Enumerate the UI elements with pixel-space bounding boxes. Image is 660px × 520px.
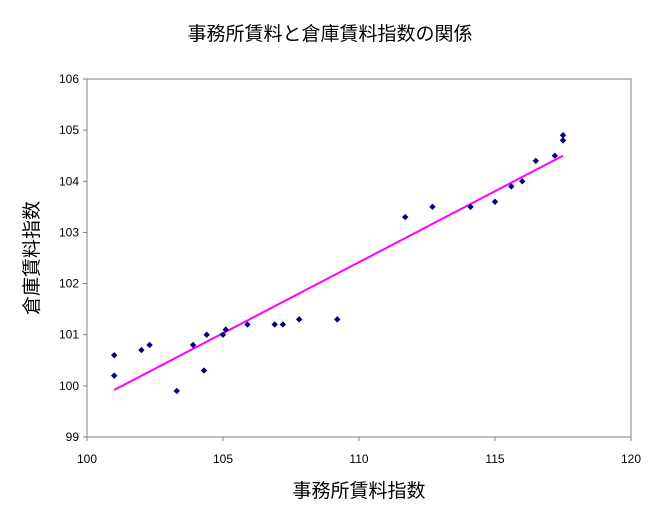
data-point [219, 331, 227, 338]
data-point [551, 152, 559, 159]
data-point [334, 316, 341, 323]
data-point [467, 203, 474, 211]
data-point [271, 321, 278, 328]
y-tick-label: 100 [59, 379, 79, 393]
x-tick-label: 120 [621, 452, 641, 466]
y-tick-label: 102 [59, 277, 79, 291]
data-point [173, 387, 180, 395]
trendline [113, 154, 564, 391]
data-point [244, 321, 251, 328]
y-axis-label: 倉庫賃料指数 [21, 201, 43, 315]
data-point [189, 341, 197, 349]
data-point [279, 321, 287, 328]
y-tick-label: 103 [59, 225, 79, 239]
x-axis-label: 事務所賃料指数 [292, 480, 425, 502]
plot-area [86, 78, 632, 438]
data-point [429, 203, 436, 211]
data-point [295, 316, 303, 323]
data-point [138, 346, 145, 354]
data-point [146, 341, 153, 349]
x-tick-label: 115 [485, 452, 504, 466]
data-point [559, 132, 567, 139]
y-tick-label: 104 [59, 174, 79, 188]
data-points [111, 132, 567, 395]
data-point [519, 178, 526, 185]
data-point [222, 326, 229, 333]
data-point [111, 372, 118, 379]
y-tick-label: 101 [59, 328, 79, 342]
data-point [200, 367, 208, 374]
data-point [508, 183, 515, 190]
data-point [532, 157, 539, 165]
data-point [402, 213, 409, 221]
y-axis: 99 100 101 102 103 104 105 106 [59, 72, 87, 444]
data-point [203, 331, 210, 338]
x-tick-label: 105 [213, 452, 233, 466]
y-tick-label: 105 [59, 123, 79, 137]
x-tick-label: 100 [77, 452, 97, 466]
y-tick-label: 99 [66, 430, 80, 444]
x-axis: 100 105 110 115 120 [77, 437, 641, 466]
y-tick-label: 106 [59, 72, 79, 86]
chart-title: 事務所賃料と倉庫賃料指数の関係 [187, 23, 472, 45]
data-point [491, 198, 499, 205]
data-point [111, 351, 118, 359]
x-tick-label: 110 [349, 452, 368, 466]
data-point [559, 137, 567, 144]
